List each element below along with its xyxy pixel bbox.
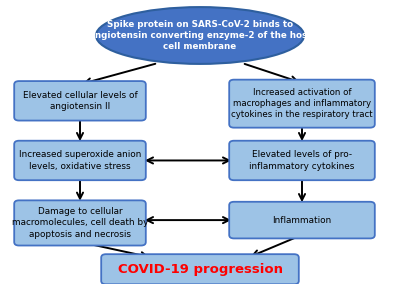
- Text: Elevated levels of pro-
inflammatory cytokines: Elevated levels of pro- inflammatory cyt…: [249, 151, 355, 170]
- FancyBboxPatch shape: [229, 141, 375, 180]
- FancyBboxPatch shape: [14, 201, 146, 245]
- Text: Damage to cellular
macromolecules, cell death by
apoptosis and necrosis: Damage to cellular macromolecules, cell …: [12, 207, 148, 239]
- Text: COVID-19 progression: COVID-19 progression: [118, 263, 282, 276]
- Text: Increased activation of
macrophages and inflammatory
cytokines in the respirator: Increased activation of macrophages and …: [231, 88, 373, 119]
- Text: Inflammation: Inflammation: [272, 216, 332, 225]
- FancyBboxPatch shape: [14, 141, 146, 180]
- Text: Increased superoxide anion
levels, oxidative stress: Increased superoxide anion levels, oxida…: [19, 151, 141, 170]
- FancyBboxPatch shape: [101, 254, 299, 284]
- Ellipse shape: [96, 7, 304, 64]
- Text: Spike protein on SARS-CoV-2 binds to
angiotensin converting enzyme-2 of the host: Spike protein on SARS-CoV-2 binds to ang…: [89, 20, 311, 51]
- Text: Elevated cellular levels of
angiotensin II: Elevated cellular levels of angiotensin …: [23, 91, 137, 111]
- FancyBboxPatch shape: [229, 202, 375, 239]
- FancyBboxPatch shape: [14, 81, 146, 120]
- FancyBboxPatch shape: [229, 80, 375, 128]
